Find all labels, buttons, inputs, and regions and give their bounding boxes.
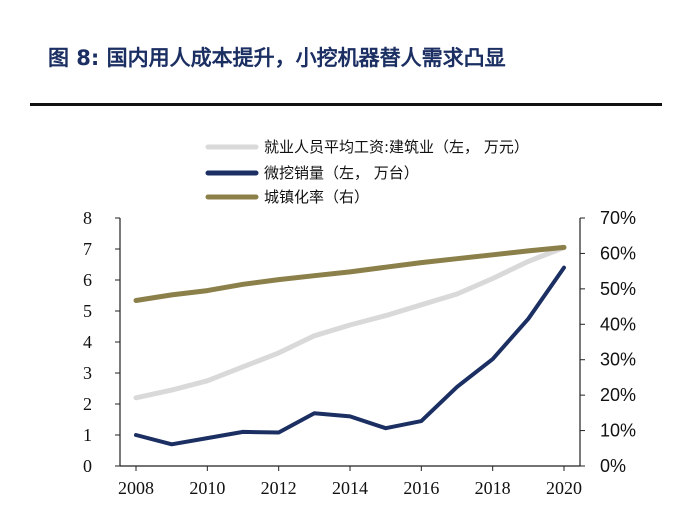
y-left-tick-label: 0 (83, 456, 92, 476)
y-right-tick-label: 50% (600, 279, 636, 299)
x-tick-label: 2012 (261, 478, 297, 498)
x-tick-label: 2018 (475, 478, 511, 498)
x-tick-label: 2010 (189, 478, 225, 498)
y-left-tick-label: 3 (83, 363, 92, 383)
series-line-2 (134, 265, 566, 447)
legend-label-1: 就业人员平均工资:建筑业（左， 万元） (264, 138, 529, 156)
y-right-tick-label: 30% (600, 350, 636, 370)
y-right-tick-label: 20% (600, 385, 636, 405)
x-tick-label: 2020 (546, 478, 582, 498)
x-tick-label: 2016 (403, 478, 439, 498)
y-right-tick-label: 10% (600, 421, 636, 441)
y-right-tick-label: 40% (600, 314, 636, 334)
chart-axes: 0 1 2 3 4 5 6 7 8 0% 10% 20% 30% 40% 50% 60% 70% 2008 2010… (83, 208, 636, 498)
y-right-tick-label: 70% (600, 208, 636, 228)
title-divider (30, 103, 662, 106)
x-tick-label: 2008 (118, 478, 154, 498)
series-line-1 (133, 245, 567, 401)
x-tick-label: 2014 (332, 478, 368, 498)
legend-label-2: 微挖销量（左， 万台） (264, 164, 419, 182)
y-left-tick-label: 4 (83, 332, 92, 352)
y-left-tick-label: 5 (83, 301, 92, 321)
legend: 就业人员平均工资:建筑业（左， 万元） 微挖销量（左， 万台） 城镇化率（右） (205, 138, 529, 206)
series-line-3 (133, 244, 567, 303)
chart-lines (133, 244, 567, 447)
y-right-tick-label: 60% (600, 243, 636, 263)
y-left-tick-label: 2 (83, 394, 92, 414)
chart-title: 图 8: 国内用人成本提升，小挖机器替人需求凸显 (48, 46, 506, 70)
y-left-tick-label: 7 (83, 239, 92, 259)
y-right-tick-label: 0% (600, 456, 626, 476)
legend-label-3: 城镇化率（右） (264, 188, 369, 206)
y-left-tick-label: 1 (83, 425, 92, 445)
y-left-tick-label: 6 (83, 270, 92, 290)
y-left-tick-label: 8 (83, 208, 92, 228)
